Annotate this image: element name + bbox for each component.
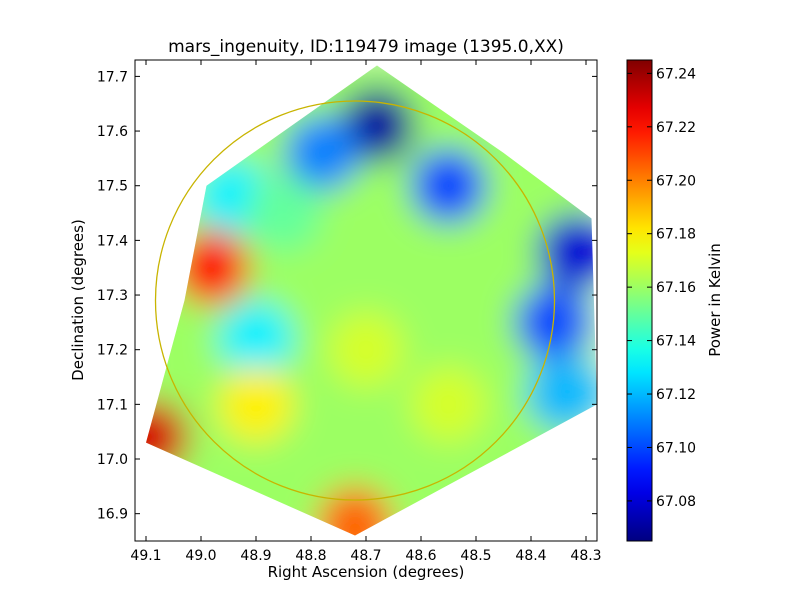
heatmap-blob [410, 366, 487, 443]
heatmap-blob [372, 229, 448, 306]
heatmap-blob [317, 486, 393, 536]
colorbar-frame [626, 59, 653, 542]
colorbar-tick-label: 67.22 [656, 120, 696, 136]
colorbar-tick-label: 67.10 [656, 440, 696, 456]
colorbar-tick-label: 67.18 [656, 227, 696, 243]
heatmap-blob [328, 311, 404, 388]
heatmap-blob [284, 114, 360, 191]
x-tick-label: 49.1 [130, 548, 161, 564]
colorbar-tick-label: 67.24 [656, 66, 696, 82]
x-tick-label: 48.3 [570, 548, 601, 564]
heatmap-blob [218, 366, 294, 443]
y-tick-label: 17.7 [97, 69, 128, 85]
heatmap-blob [410, 147, 487, 224]
x-tick-label: 49.0 [185, 548, 216, 564]
x-tick-label: 48.9 [240, 548, 271, 564]
colorbar-gradient [627, 60, 652, 541]
beam-circle [154, 100, 556, 501]
y-tick-label: 17.5 [97, 179, 128, 195]
colorbar-tick-label: 67.20 [656, 173, 696, 189]
heatmap-blob [218, 300, 294, 377]
x-axis-label: Right Ascension (degrees) [268, 563, 465, 581]
x-tick-label: 48.6 [405, 548, 436, 564]
y-tick-label: 17.6 [97, 124, 128, 140]
y-tick-label: 17.3 [97, 288, 128, 304]
heatmap-image [146, 65, 597, 536]
y-axis: 16.9 17.0 17.1 17.2 17.3 17.4 17.5 17.6 17.7 [97, 69, 597, 523]
y-tick-label: 17.1 [97, 397, 128, 413]
chart-title: mars_ingenuity, ID:119479 image (1395.0,… [168, 37, 564, 57]
x-tick-label: 48.8 [295, 548, 326, 564]
colorbar-label: Power in Kelvin [706, 243, 724, 357]
colorbar-tick-label: 67.14 [656, 334, 696, 350]
colorbar-tick-label: 67.12 [656, 387, 696, 403]
y-tick-label: 16.9 [97, 507, 128, 523]
y-tick-label: 17.0 [97, 452, 128, 468]
y-tick-label: 17.2 [97, 343, 128, 359]
x-tick-label: 48.5 [460, 548, 491, 564]
y-axis-label: Declination (degrees) [69, 219, 87, 381]
x-tick-label: 48.4 [515, 548, 546, 564]
x-tick-label: 48.7 [350, 548, 381, 564]
y-tick-label: 17.4 [97, 233, 128, 249]
plot-area [134, 59, 598, 542]
colorbar-tick-label: 67.16 [656, 280, 696, 296]
colorbar: 67.08 67.10 67.12 67.14 67.16 67.18 67.20 67.22… [626, 59, 724, 542]
x-axis: 49.1 49.0 48.9 48.8 48.7 48.6 48.5 48.4 48.3 [130, 60, 602, 564]
heatmap-blob [245, 175, 322, 252]
colorbar-tick-label: 67.08 [656, 494, 696, 510]
